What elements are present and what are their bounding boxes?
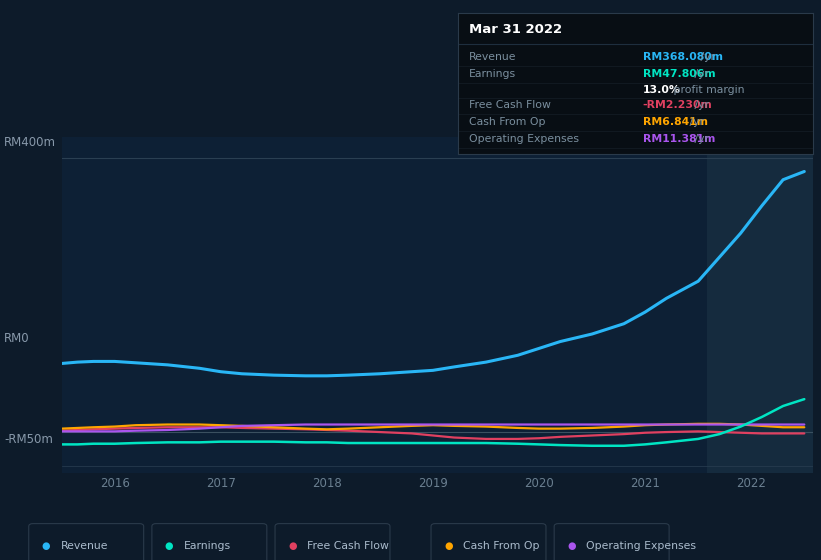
Text: Free Cash Flow: Free Cash Flow [307, 541, 389, 551]
Text: ●: ● [42, 541, 50, 551]
Text: 2016: 2016 [99, 477, 130, 489]
Text: Cash From Op: Cash From Op [463, 541, 539, 551]
Text: Earnings: Earnings [469, 69, 516, 80]
Text: profit margin: profit margin [670, 85, 744, 95]
Text: RM0: RM0 [4, 332, 30, 346]
Text: 2018: 2018 [312, 477, 342, 489]
Text: Earnings: Earnings [184, 541, 231, 551]
Text: Operating Expenses: Operating Expenses [586, 541, 696, 551]
Text: /yr: /yr [686, 117, 704, 127]
Text: /yr: /yr [691, 69, 709, 80]
Text: RM6.841m: RM6.841m [643, 117, 708, 127]
Text: 2021: 2021 [631, 477, 660, 489]
Text: /yr: /yr [691, 134, 709, 144]
Text: Revenue: Revenue [469, 52, 516, 62]
Text: /yr: /yr [691, 100, 709, 110]
Text: Free Cash Flow: Free Cash Flow [469, 100, 551, 110]
Text: 13.0%: 13.0% [643, 85, 681, 95]
Text: 2020: 2020 [524, 477, 554, 489]
Text: RM400m: RM400m [4, 136, 56, 150]
Text: ●: ● [567, 541, 576, 551]
Text: ●: ● [165, 541, 173, 551]
Text: RM47.806m: RM47.806m [643, 69, 715, 80]
Text: RM11.381m: RM11.381m [643, 134, 715, 144]
Text: 2019: 2019 [418, 477, 448, 489]
Text: Operating Expenses: Operating Expenses [469, 134, 579, 144]
Text: Cash From Op: Cash From Op [469, 117, 545, 127]
Text: Revenue: Revenue [61, 541, 108, 551]
Text: 2017: 2017 [206, 477, 236, 489]
Text: ●: ● [444, 541, 452, 551]
Text: RM368.080m: RM368.080m [643, 52, 722, 62]
Bar [707, 137, 813, 473]
Text: /yr: /yr [697, 52, 715, 62]
Text: Mar 31 2022: Mar 31 2022 [469, 24, 562, 36]
Text: ●: ● [288, 541, 296, 551]
Text: -RM2.230m: -RM2.230m [643, 100, 713, 110]
Text: -RM50m: -RM50m [4, 433, 53, 446]
Text: 2022: 2022 [736, 477, 766, 489]
